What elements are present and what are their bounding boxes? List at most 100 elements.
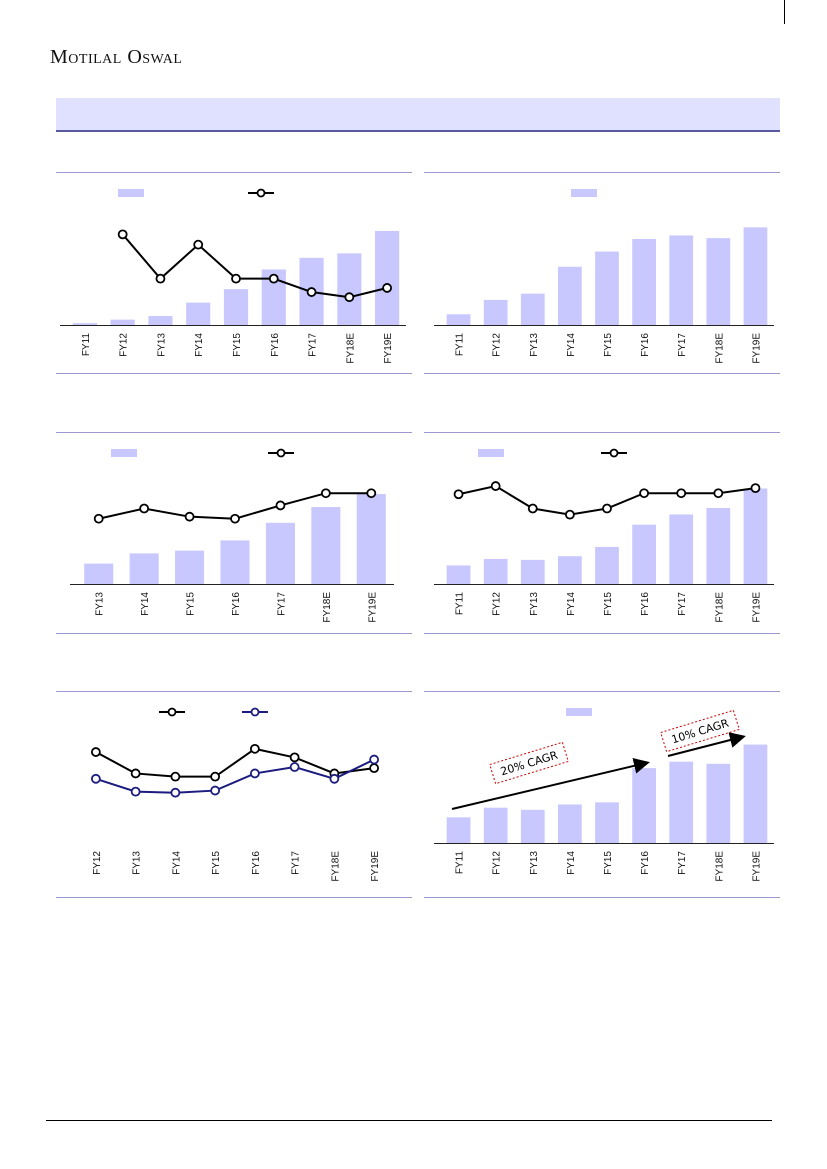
bar-FY12 — [110, 319, 135, 325]
bar-FY18E — [706, 238, 731, 325]
bar-FY16 — [632, 524, 656, 584]
x-tick-label: FY15 — [211, 851, 222, 875]
x-tick-label: FY19E — [383, 333, 394, 364]
x-tick-label: FY11 — [455, 592, 466, 616]
point-FY18E — [344, 292, 355, 303]
bar-FY13 — [520, 559, 545, 584]
point-FY13 — [130, 786, 141, 797]
bar-FY19E — [356, 494, 386, 584]
x-tick-label: FY12 — [492, 333, 503, 357]
chart-2-svg: FY11 FY12 FY13 FY14 FY15 FY16 FY17 FY18E FY19E — [424, 172, 780, 374]
point-FY19E — [382, 283, 393, 293]
x-tick-label: FY17 — [677, 851, 688, 875]
point-FY14 — [170, 771, 181, 782]
bar-FY13 — [520, 293, 545, 325]
point-FY16 — [268, 273, 279, 284]
x-tick-label: FY14 — [566, 851, 577, 875]
chart-panel-4: FY11 FY12 FY13 FY14 FY15 FY16 FY17 FY18E FY19E — [424, 432, 780, 634]
x-tick-label: FY13 — [529, 592, 540, 616]
bar-FY15 — [223, 289, 249, 325]
x-tick-label: FY12 — [492, 851, 503, 875]
chart-1-svg: FY11 FY12 FY13 FY14 FY15 FY16 FY17 FY18E FY19E — [56, 172, 412, 374]
bar-FY12 — [483, 558, 508, 584]
series-line — [95, 747, 375, 778]
legend-bar-swatch — [566, 708, 592, 716]
point-FY13 — [130, 768, 141, 779]
bar-FY18E — [706, 507, 731, 584]
bar-FY15 — [595, 546, 619, 584]
cagr-label-box: 20% CAGR — [489, 741, 569, 785]
bar-FY11 — [446, 817, 471, 843]
x-tick-label: FY16 — [251, 851, 262, 875]
chart-panel-5: FY12 FY13 FY14 FY15 FY16 FY17 FY18E FY19E — [56, 691, 412, 898]
bar-FY16 — [632, 239, 656, 325]
bar-FY19E — [375, 230, 400, 325]
x-tick-label: FY11 — [455, 333, 466, 357]
x-tick-label: FY14 — [171, 851, 182, 875]
x-tick-label: FY13 — [95, 592, 106, 616]
x-tick-label: FY11 — [455, 851, 466, 875]
chart-6-svg: FY11 FY12 FY13 FY14 FY15 FY16 FY17 FY18E FY19E 20… — [424, 691, 780, 898]
bar-FY17 — [265, 522, 295, 584]
x-tick-label: FY16 — [231, 592, 242, 616]
point-FY13 — [93, 513, 104, 524]
point-FY14 — [564, 509, 575, 520]
chart-panel-6: FY11 FY12 FY13 FY14 FY15 FY16 FY17 FY18E FY19E 20… — [424, 691, 780, 898]
cagr-arrow — [667, 732, 746, 757]
bar-FY15 — [595, 802, 619, 843]
point-FY19E — [750, 483, 761, 494]
point-FY15 — [210, 785, 221, 796]
bar-FY13 — [148, 316, 173, 325]
legend-bar-swatch — [111, 449, 137, 457]
bar-FY17 — [669, 761, 694, 843]
x-tick-label: FY15 — [603, 592, 614, 616]
legend-bar-swatch — [571, 189, 597, 197]
bar-FY11 — [72, 323, 97, 325]
series-line — [121, 233, 388, 299]
point-FY17 — [676, 488, 687, 499]
chart-panel-1: FY11 FY12 FY13 FY14 FY15 FY16 FY17 FY18E FY19E — [56, 172, 412, 374]
point-FY15 — [184, 511, 195, 522]
section-banner — [56, 98, 780, 132]
bar-FY16 — [632, 768, 656, 843]
point-FY18E — [320, 488, 331, 499]
x-tick-label: FY19E — [367, 592, 378, 623]
x-tick-label: FY14 — [566, 333, 577, 357]
bar-FY14 — [558, 804, 582, 843]
x-tick-label: FY14 — [140, 592, 151, 616]
x-tick-label: FY12 — [492, 592, 503, 616]
x-tick-label: FY15 — [232, 333, 243, 357]
x-tick-label: FY18E — [345, 333, 356, 364]
bar-FY12 — [483, 807, 508, 843]
bar-FY12 — [483, 299, 508, 325]
cagr-label-box: 10% CAGR — [660, 709, 740, 753]
bar-FY19E — [743, 744, 768, 843]
x-tick-label: FY17 — [677, 592, 688, 616]
legend-line-marker — [250, 707, 260, 717]
point-FY12 — [117, 229, 128, 240]
legend-line-marker — [256, 188, 266, 198]
legend-bar-swatch — [118, 189, 144, 197]
x-tick-label: FY18E — [714, 333, 725, 364]
point-FY17 — [306, 287, 317, 297]
bar-FY11 — [446, 314, 471, 325]
x-tick-label: FY12 — [119, 333, 130, 357]
bar-FY14 — [558, 556, 582, 584]
bar-FY19E — [743, 227, 768, 325]
bar-FY16 — [220, 540, 250, 584]
chart-panel-3: FY13 FY14 FY15 FY16 FY17 FY18E FY19E — [56, 432, 412, 634]
point-FY19E — [369, 754, 380, 765]
x-tick-label: FY18E — [714, 851, 725, 882]
point-FY16 — [639, 488, 650, 499]
point-FY19E — [366, 488, 377, 499]
x-tick-label: FY11 — [81, 333, 92, 357]
x-tick-label: FY16 — [270, 333, 281, 357]
x-tick-label: FY13 — [529, 851, 540, 875]
point-FY16 — [249, 743, 260, 754]
bar-FY18E — [706, 763, 731, 843]
cagr-arrow — [451, 757, 650, 810]
point-FY11 — [453, 489, 464, 500]
point-FY16 — [230, 513, 240, 524]
margin-line — [784, 0, 785, 24]
legend-bar-swatch — [478, 449, 504, 457]
